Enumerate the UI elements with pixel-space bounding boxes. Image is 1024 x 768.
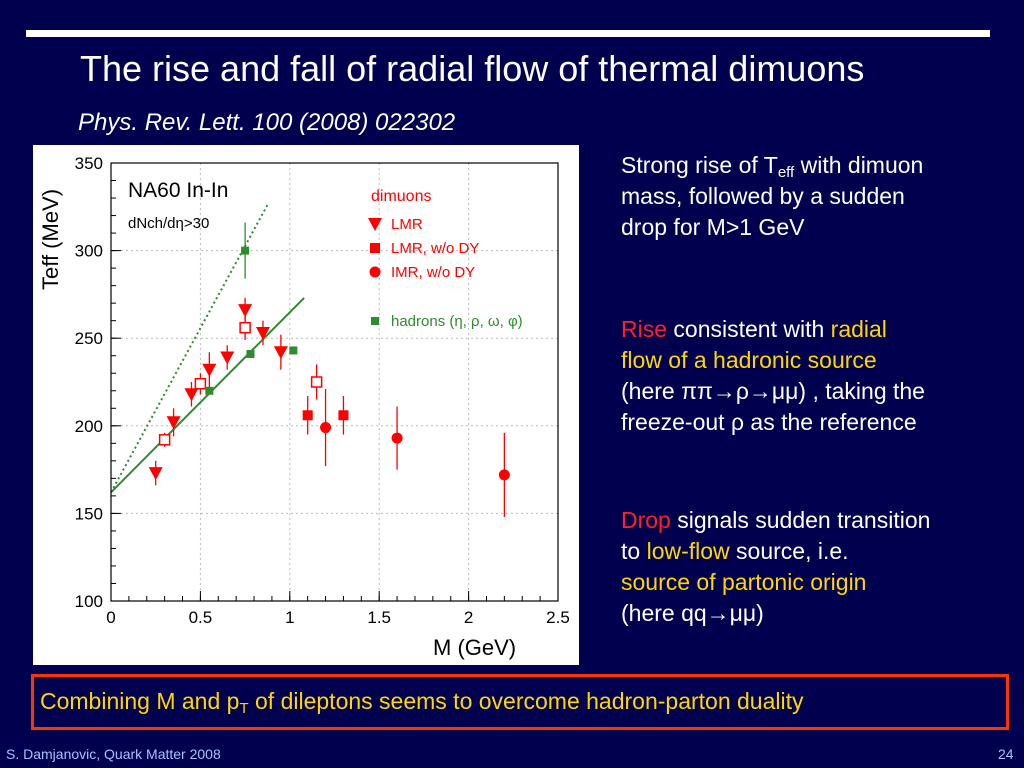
data-point — [238, 304, 253, 318]
data-point — [194, 378, 207, 390]
data-point — [338, 410, 349, 421]
y-tick-label: 250 — [75, 329, 103, 348]
legend-header: dimuons — [371, 188, 431, 205]
text-block-drop: Drop signals sudden transition to low-fl… — [621, 507, 931, 626]
conclusion-text: Combining M and pT of dileptons seems to… — [40, 688, 804, 717]
data-point — [273, 346, 288, 360]
data-point — [310, 376, 323, 388]
legend-marker — [368, 218, 382, 231]
chart-panel: 0 0.5 1 1.5 2 2.5 100 150 200 250 300 350 dimuons LM… — [33, 145, 579, 665]
page-number: 24 — [998, 746, 1014, 762]
legend-entry: LMR, w/o DY — [391, 240, 479, 257]
data-point — [302, 410, 313, 421]
y-axis-label: Teff (MeV) — [38, 189, 63, 290]
text-block-rise-summary: Strong rise of Teff with dimuon mass, fo… — [621, 152, 924, 240]
text-block-rise: Rise consistent with radial flow of a ha… — [621, 316, 925, 435]
data-point — [289, 346, 298, 355]
top-rule — [26, 30, 990, 37]
chart-title: NA60 In-In — [128, 179, 228, 202]
y-tick-label: 300 — [75, 242, 103, 261]
data-point — [498, 469, 510, 481]
legend-entry: hadrons (η, ρ, ω, φ) — [391, 313, 523, 330]
data-point — [166, 416, 181, 430]
data-point — [239, 321, 251, 334]
data-point — [246, 349, 255, 358]
conclusion-box: Combining M and pT of dileptons seems to… — [31, 674, 1009, 730]
y-tick-label: 100 — [75, 592, 103, 611]
journal-reference: Phys. Rev. Lett. 100 (2008) 022302 — [78, 109, 456, 136]
x-tick-label: 0 — [106, 608, 115, 627]
data-point — [184, 388, 199, 402]
data-point — [202, 363, 217, 377]
legend-entry: LMR — [391, 216, 423, 233]
x-axis-label: M (GeV) — [433, 635, 516, 660]
legend-marker — [371, 317, 379, 325]
x-tick-label: 2 — [464, 608, 473, 627]
legend-marker — [369, 266, 381, 278]
data-point — [158, 434, 171, 446]
fit-line-solid — [110, 297, 305, 494]
chart-subtitle: dNch/dη>30 — [128, 215, 209, 232]
x-tick-label: 1.5 — [367, 608, 391, 627]
data-point — [205, 386, 214, 395]
y-tick-label: 150 — [75, 504, 103, 523]
slide-title: The rise and fall of radial flow of ther… — [80, 48, 865, 89]
x-tick-label: 0.5 — [189, 608, 213, 627]
teff-vs-mass-chart: 0 0.5 1 1.5 2 2.5 100 150 200 250 300 350 dimuons LM… — [38, 154, 570, 660]
legend-entry: IMR, w/o DY — [391, 264, 475, 281]
y-tick-label: 350 — [75, 154, 103, 173]
legend-marker — [370, 243, 380, 253]
plot-frame — [110, 162, 559, 602]
x-tick-label: 2.5 — [546, 608, 570, 627]
data-point — [255, 326, 270, 340]
data-point — [241, 246, 250, 255]
data-point — [391, 432, 403, 444]
data-point — [148, 467, 163, 481]
y-tick-label: 200 — [75, 417, 103, 436]
footer-author: S. Damjanovic, Quark Matter 2008 — [6, 746, 221, 762]
data-point — [320, 422, 332, 434]
x-tick-label: 1 — [285, 608, 294, 627]
data-point — [220, 351, 235, 365]
